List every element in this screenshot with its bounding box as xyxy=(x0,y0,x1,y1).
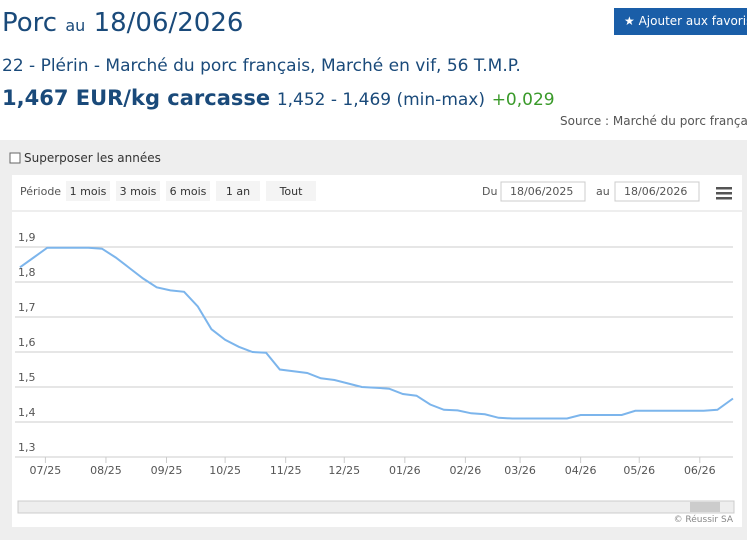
y-tick-label: 1,8 xyxy=(18,266,36,279)
x-tick-label: 03/26 xyxy=(504,464,536,477)
product: Porc xyxy=(2,8,58,38)
x-tick-label: 09/25 xyxy=(151,464,183,477)
x-tick-label: 08/25 xyxy=(90,464,122,477)
x-tick-label: 06/26 xyxy=(684,464,716,477)
period-option: 3 mois xyxy=(120,185,157,198)
date: 18/06/2026 xyxy=(93,8,244,38)
to-label: au xyxy=(596,185,610,198)
price: 1,467 EUR/kg carcasse xyxy=(2,86,271,110)
to-date: 18/06/2026 xyxy=(624,185,687,198)
favorite-button[interactable]: ★ Ajouter aux favoris xyxy=(614,8,747,35)
date-prefix: au xyxy=(65,16,86,35)
price-line xyxy=(19,246,734,420)
favorite-label: Ajouter aux favoris xyxy=(638,14,747,28)
y-tick-label: 1,5 xyxy=(18,371,36,384)
x-tick-label: 12/25 xyxy=(328,464,360,477)
source: Source : Marché du porc français xyxy=(560,114,747,128)
header-title: Porc au 18/06/2026 xyxy=(2,8,243,38)
y-tick-label: 1,3 xyxy=(18,441,36,454)
y-tick-label: 1,6 xyxy=(18,336,36,349)
y-tick-label: 1,4 xyxy=(18,406,36,419)
checkbox[interactable] xyxy=(9,152,21,164)
scrollbar[interactable] xyxy=(17,500,735,514)
period-option: 6 mois xyxy=(170,185,207,198)
period-button[interactable] xyxy=(116,181,160,201)
period-button[interactable] xyxy=(166,181,210,201)
range: 1,452 - 1,469 (min-max) xyxy=(276,90,485,110)
change: +0,029 xyxy=(491,90,555,110)
period-option: 1 an xyxy=(226,185,250,198)
from-input[interactable] xyxy=(500,181,586,202)
period-button[interactable] xyxy=(266,181,316,201)
y-tick-label: 1,9 xyxy=(18,231,36,244)
from-date: 18/06/2025 xyxy=(510,185,573,198)
x-tick-label: 10/25 xyxy=(209,464,241,477)
chart-box xyxy=(12,175,742,527)
menu-icon[interactable] xyxy=(716,187,732,200)
subtitle: 22 - Plérin - Marché du porc français, M… xyxy=(2,56,521,76)
period-button[interactable] xyxy=(216,181,260,201)
period-label: Période xyxy=(20,185,61,198)
chart-panel: Superposer les années Période Du 18/06/2… xyxy=(0,140,747,540)
scroll-thumb[interactable] xyxy=(690,502,720,512)
period-option: Tout xyxy=(279,185,304,198)
x-tick-label: 01/26 xyxy=(389,464,421,477)
overlay-label: Superposer les années xyxy=(24,151,161,165)
price-line: 1,467 EUR/kg carcasse 1,452 - 1,469 (min… xyxy=(2,86,555,110)
copyright: © Réussir SA xyxy=(674,514,734,525)
x-tick-label: 02/26 xyxy=(450,464,482,477)
period-button[interactable] xyxy=(66,181,110,201)
x-tick-label: 04/26 xyxy=(565,464,597,477)
x-tick-label: 07/25 xyxy=(30,464,62,477)
period-option: 1 mois xyxy=(70,185,107,198)
y-tick-label: 1,7 xyxy=(18,301,36,314)
x-tick-label: 05/26 xyxy=(623,464,655,477)
to-input[interactable] xyxy=(614,181,700,202)
x-tick-label: 11/25 xyxy=(270,464,302,477)
from-label: Du xyxy=(482,185,497,198)
